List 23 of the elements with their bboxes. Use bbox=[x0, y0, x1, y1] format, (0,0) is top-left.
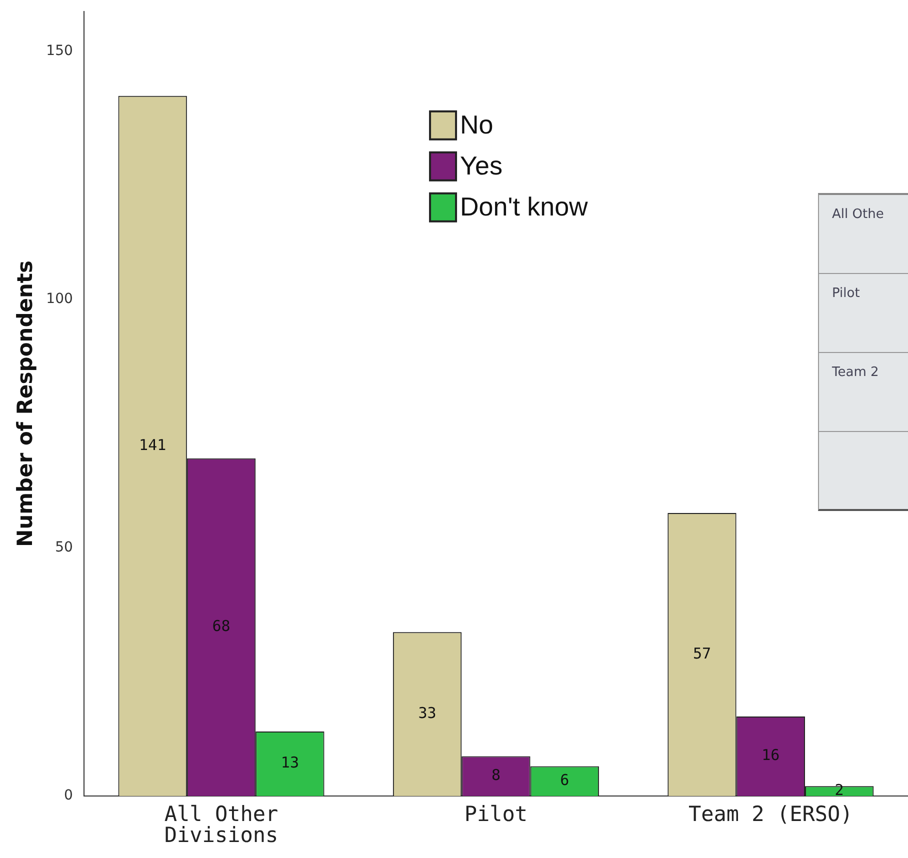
data-label: 68 bbox=[212, 617, 230, 636]
data-label: 16 bbox=[762, 746, 780, 764]
legend-label: No bbox=[460, 110, 494, 140]
legend-label: Don't know bbox=[460, 192, 588, 222]
x-tick-label: Pilot bbox=[464, 802, 528, 826]
legend-label: Yes bbox=[460, 150, 502, 181]
y-tick-label: 0 bbox=[64, 788, 73, 804]
y-tick-label: 150 bbox=[46, 42, 73, 59]
data-label: 13 bbox=[280, 754, 299, 772]
data-label: 141 bbox=[139, 436, 166, 454]
x-tick-label: Team 2 (ERSO) bbox=[688, 802, 853, 826]
y-axis-title: Number of Respondents bbox=[13, 260, 38, 547]
data-label: 57 bbox=[692, 644, 712, 662]
annotation: Pilot bbox=[819, 274, 908, 353]
annotation: Team 2 bbox=[819, 353, 908, 432]
data-label: 33 bbox=[418, 704, 436, 722]
y-tick-label: 50 bbox=[55, 539, 73, 556]
table-panel: All Othe Pilot Team 2 bbox=[818, 193, 908, 511]
y-tick-label: 100 bbox=[46, 291, 73, 308]
x-tick-label: All Other Divisions bbox=[164, 802, 278, 847]
data-label: 8 bbox=[491, 766, 500, 784]
annotation: All Othe bbox=[819, 195, 908, 274]
data-label: 6 bbox=[560, 770, 570, 789]
